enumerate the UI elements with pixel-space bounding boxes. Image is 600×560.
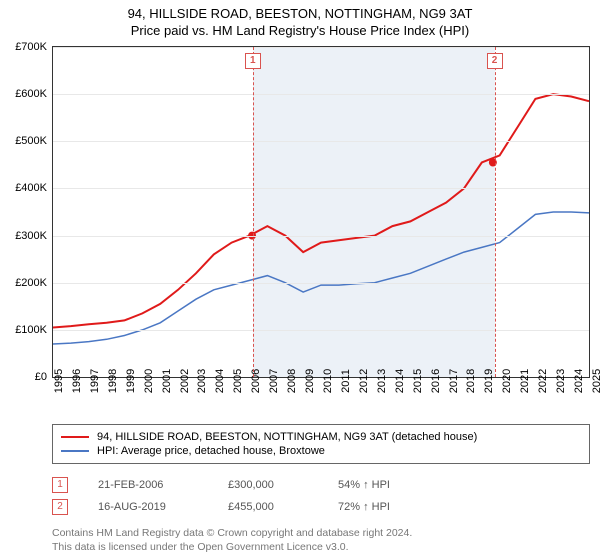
- transaction-dot: [489, 159, 497, 167]
- y-axis-label: £300K: [15, 230, 47, 242]
- x-axis-label: 2014: [394, 361, 406, 401]
- x-axis-label: 2003: [196, 361, 208, 401]
- sale-pct: 54% ↑ HPI: [338, 479, 438, 491]
- x-axis-label: 2021: [519, 361, 531, 401]
- x-axis-label: 1996: [71, 361, 83, 401]
- legend-item: 94, HILLSIDE ROAD, BEESTON, NOTTINGHAM, …: [61, 430, 581, 444]
- sales-table: 1 21-FEB-2006 £300,000 54% ↑ HPI 2 16-AU…: [52, 474, 590, 518]
- x-axis-label: 2002: [179, 361, 191, 401]
- sale-index-box: 2: [52, 499, 68, 515]
- y-axis-label: £500K: [15, 135, 47, 147]
- chart-titles: 94, HILLSIDE ROAD, BEESTON, NOTTINGHAM, …: [0, 0, 600, 38]
- legend-swatch: [61, 436, 89, 438]
- sale-price: £455,000: [228, 501, 308, 513]
- x-axis-label: 2016: [430, 361, 442, 401]
- y-axis-label: £400K: [15, 182, 47, 194]
- x-axis-label: 2011: [340, 361, 352, 401]
- x-axis-label: 2010: [322, 361, 334, 401]
- series-line-hpi: [53, 212, 589, 344]
- legend: 94, HILLSIDE ROAD, BEESTON, NOTTINGHAM, …: [52, 424, 590, 464]
- x-axis-label: 2009: [304, 361, 316, 401]
- sale-pct: 72% ↑ HPI: [338, 501, 438, 513]
- x-axis-label: 2024: [573, 361, 585, 401]
- chart-container: 94, HILLSIDE ROAD, BEESTON, NOTTINGHAM, …: [0, 0, 600, 554]
- sale-index-box: 1: [52, 477, 68, 493]
- series-line-property: [53, 94, 589, 327]
- x-axis-label: 2008: [286, 361, 298, 401]
- x-axis-label: 2023: [555, 361, 567, 401]
- y-axis-label: £100K: [15, 324, 47, 336]
- sale-price: £300,000: [228, 479, 308, 491]
- x-axis-label: 1995: [53, 361, 65, 401]
- transaction-marker-box: 1: [245, 53, 261, 69]
- x-axis-label: 2017: [448, 361, 460, 401]
- sale-row: 1 21-FEB-2006 £300,000 54% ↑ HPI: [52, 474, 590, 496]
- footer-note: Contains HM Land Registry data © Crown c…: [52, 526, 590, 554]
- plot-area: £0£100K£200K£300K£400K£500K£600K£700K199…: [52, 46, 590, 378]
- x-axis-label: 2025: [591, 361, 600, 401]
- x-axis-label: 1997: [89, 361, 101, 401]
- footer-line2: This data is licensed under the Open Gov…: [52, 540, 590, 554]
- legend-swatch: [61, 450, 89, 452]
- y-axis-label: £700K: [15, 41, 47, 53]
- x-axis-label: 2007: [268, 361, 280, 401]
- sale-row: 2 16-AUG-2019 £455,000 72% ↑ HPI: [52, 496, 590, 518]
- transaction-marker-box: 2: [487, 53, 503, 69]
- chart-svg: [53, 47, 589, 377]
- x-axis-label: 2012: [358, 361, 370, 401]
- x-axis-label: 1998: [107, 361, 119, 401]
- legend-label: HPI: Average price, detached house, Brox…: [97, 445, 325, 457]
- x-axis-label: 2022: [537, 361, 549, 401]
- transaction-line: [495, 47, 496, 377]
- sale-date: 21-FEB-2006: [98, 479, 198, 491]
- title-sub: Price paid vs. HM Land Registry's House …: [0, 23, 600, 38]
- x-axis-label: 2005: [232, 361, 244, 401]
- legend-label: 94, HILLSIDE ROAD, BEESTON, NOTTINGHAM, …: [97, 431, 477, 443]
- y-axis-label: £600K: [15, 88, 47, 100]
- y-axis-label: £0: [35, 371, 47, 383]
- title-main: 94, HILLSIDE ROAD, BEESTON, NOTTINGHAM, …: [0, 6, 600, 21]
- transaction-line: [253, 47, 254, 377]
- x-axis-label: 2001: [161, 361, 173, 401]
- x-axis-label: 2018: [465, 361, 477, 401]
- legend-item: HPI: Average price, detached house, Brox…: [61, 444, 581, 458]
- x-axis-label: 2013: [376, 361, 388, 401]
- x-axis-label: 1999: [125, 361, 137, 401]
- x-axis-label: 2004: [214, 361, 226, 401]
- footer-line1: Contains HM Land Registry data © Crown c…: [52, 526, 590, 540]
- x-axis-label: 2020: [501, 361, 513, 401]
- x-axis-label: 2000: [143, 361, 155, 401]
- x-axis-label: 2015: [412, 361, 424, 401]
- y-axis-label: £200K: [15, 277, 47, 289]
- sale-date: 16-AUG-2019: [98, 501, 198, 513]
